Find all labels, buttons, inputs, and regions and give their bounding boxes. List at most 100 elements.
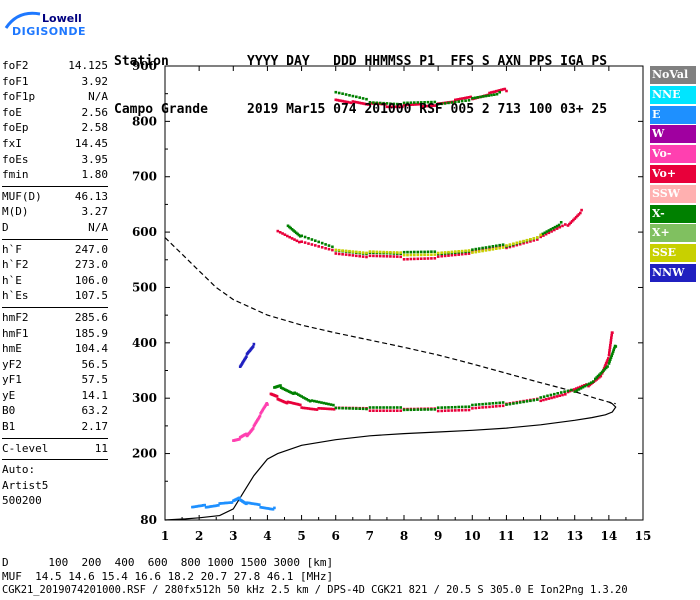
- param-row-hf: h`F 247.0: [2, 242, 108, 258]
- echo-point: [399, 255, 402, 259]
- echo-point: [299, 403, 302, 407]
- echo-point: [283, 233, 287, 236]
- param-label: hmF1: [2, 326, 29, 340]
- echo-point: [324, 243, 327, 246]
- echo-point: [440, 406, 443, 409]
- echo-point: [348, 94, 351, 97]
- echo-point: [447, 409, 450, 412]
- param-label: foF2: [2, 59, 29, 72]
- echo-point: [327, 247, 331, 251]
- echo-point: [525, 400, 529, 403]
- polarization-legend: NoVal NNE E W Vo- Vo+ SSW X- X+ SSE NNW: [650, 66, 696, 284]
- param-label: yF2: [2, 357, 22, 371]
- echo-point: [423, 257, 426, 260]
- echo-point: [487, 94, 491, 97]
- echo-point: [471, 248, 474, 251]
- param-value: 2.17: [81, 420, 109, 434]
- echo-point: [344, 407, 348, 410]
- header-block: Station YYYY DAY DDD HHMMSS P1 FFS S AXN…: [114, 22, 607, 134]
- echo-point: [341, 92, 344, 95]
- echo-point: [460, 249, 464, 253]
- echo-point: [320, 407, 324, 410]
- echo-point: [452, 100, 455, 104]
- echo-point: [336, 98, 339, 102]
- echo-point: [382, 406, 385, 409]
- echo-point: [296, 232, 299, 236]
- echo-point: [375, 254, 379, 258]
- echo-point: [609, 341, 612, 344]
- echo-point: [339, 99, 343, 103]
- echo-point: [547, 231, 551, 235]
- echo-point: [443, 409, 447, 412]
- echo-point: [491, 248, 495, 251]
- echo-point: [281, 232, 284, 235]
- echo-point: [547, 229, 551, 232]
- echo-point: [568, 222, 571, 226]
- echo-point: [579, 387, 583, 390]
- echo-point: [460, 408, 464, 412]
- echo-point: [564, 393, 567, 396]
- echo-point: [385, 409, 389, 412]
- legend-item-x: X+: [650, 224, 696, 243]
- echo-point: [361, 102, 365, 105]
- echo-point: [436, 102, 440, 106]
- echo-point: [460, 405, 464, 409]
- x-tick-label: 9: [434, 529, 442, 543]
- echo-point: [609, 338, 613, 342]
- echo-point: [608, 346, 612, 349]
- echo-point: [495, 401, 498, 405]
- echo-point: [454, 98, 457, 102]
- echo-point: [355, 100, 358, 104]
- echo-point: [576, 386, 580, 390]
- echo-point: [491, 90, 495, 94]
- echo-point: [466, 96, 469, 99]
- echo-point: [559, 391, 563, 394]
- echo-point: [413, 250, 416, 254]
- echo-point: [310, 238, 314, 241]
- echo-point: [491, 245, 495, 248]
- echo-point: [295, 239, 299, 243]
- echo-point: [382, 101, 385, 105]
- echo-point: [579, 211, 582, 215]
- echo-point: [368, 409, 372, 412]
- param-value: 107.5: [74, 289, 108, 303]
- echo-point: [285, 389, 288, 392]
- echo-point: [549, 393, 553, 397]
- echo-point: [608, 351, 611, 354]
- echo-point: [290, 401, 294, 405]
- echo-point: [515, 241, 519, 245]
- echo-point: [445, 101, 449, 104]
- echo-point: [522, 239, 525, 243]
- echo-point: [329, 407, 332, 411]
- echo-point: [402, 408, 406, 412]
- echo-point: [611, 331, 614, 334]
- plot-axes: 1 2 3 4 5 6 7 8 9 10 11 12 13 14 158020030040050060070…: [132, 59, 651, 543]
- echo-point: [467, 252, 471, 255]
- echo-point: [433, 100, 437, 104]
- echo-point: [226, 501, 230, 505]
- echo-point: [436, 409, 440, 413]
- echo-point: [249, 502, 253, 505]
- echo-point: [238, 496, 241, 500]
- echo-point: [211, 504, 215, 508]
- echo-point: [430, 100, 433, 104]
- echo-point: [409, 408, 413, 412]
- echo-point: [278, 231, 282, 234]
- echo-point: [450, 253, 454, 257]
- echo-point: [505, 89, 508, 93]
- echo-point: [501, 88, 505, 91]
- echo-point: [558, 394, 562, 397]
- echo-point: [495, 92, 499, 96]
- param-label: h`E: [2, 273, 22, 287]
- echo-point: [505, 244, 508, 247]
- echo-point: [457, 100, 460, 103]
- echo-point: [331, 245, 334, 249]
- echo-point: [322, 401, 326, 405]
- echo-point: [500, 88, 503, 92]
- echo-point: [423, 250, 426, 254]
- param-value: 3.27: [81, 205, 109, 219]
- echo-point: [390, 105, 394, 109]
- echo-point: [457, 405, 460, 409]
- echo-point: [402, 103, 406, 107]
- echo-point: [251, 345, 255, 348]
